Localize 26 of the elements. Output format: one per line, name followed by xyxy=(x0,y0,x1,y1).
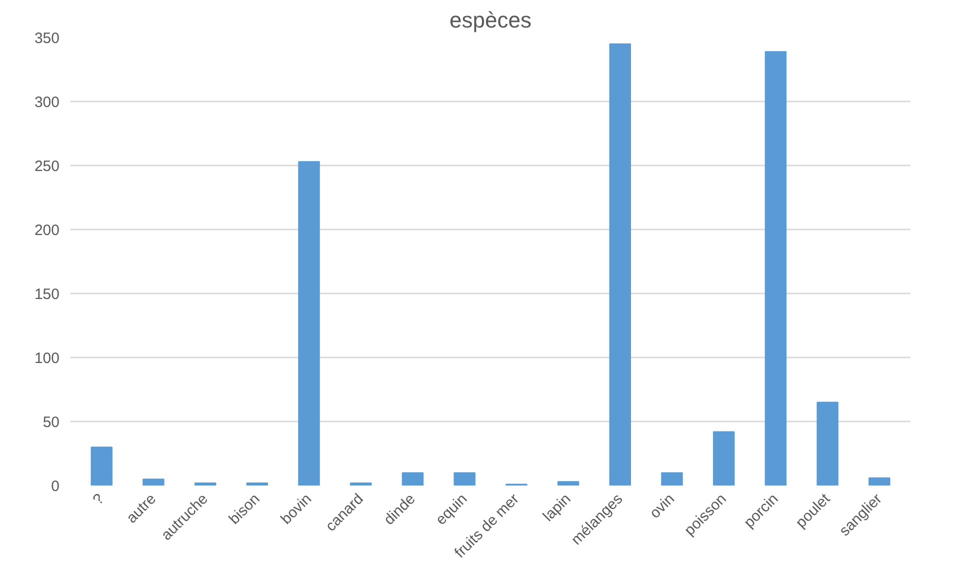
y-tick-label: 0 xyxy=(51,478,60,495)
y-tick-label: 50 xyxy=(42,414,60,431)
y-tick-label: 200 xyxy=(34,222,60,239)
bar xyxy=(868,477,890,486)
chart-title: espèces xyxy=(450,8,532,32)
y-tick-label: 150 xyxy=(34,286,60,303)
bar xyxy=(350,482,372,486)
x-tick-label: ovin xyxy=(646,490,678,522)
y-tick-label: 250 xyxy=(34,158,60,175)
bar xyxy=(609,43,631,486)
y-tick-label: 100 xyxy=(34,350,60,367)
x-tick-label: ? xyxy=(90,490,108,508)
y-tick-label: 300 xyxy=(34,94,60,111)
bar xyxy=(298,161,320,486)
bar xyxy=(402,472,424,486)
bar xyxy=(454,472,476,486)
bar xyxy=(557,481,580,486)
bar xyxy=(194,482,216,486)
bar xyxy=(90,446,112,486)
bar xyxy=(246,482,268,486)
y-tick-label: 350 xyxy=(34,30,60,47)
bar xyxy=(661,472,683,486)
bar xyxy=(712,431,735,486)
bar xyxy=(816,402,838,486)
bar xyxy=(764,51,787,486)
bar xyxy=(142,478,164,486)
